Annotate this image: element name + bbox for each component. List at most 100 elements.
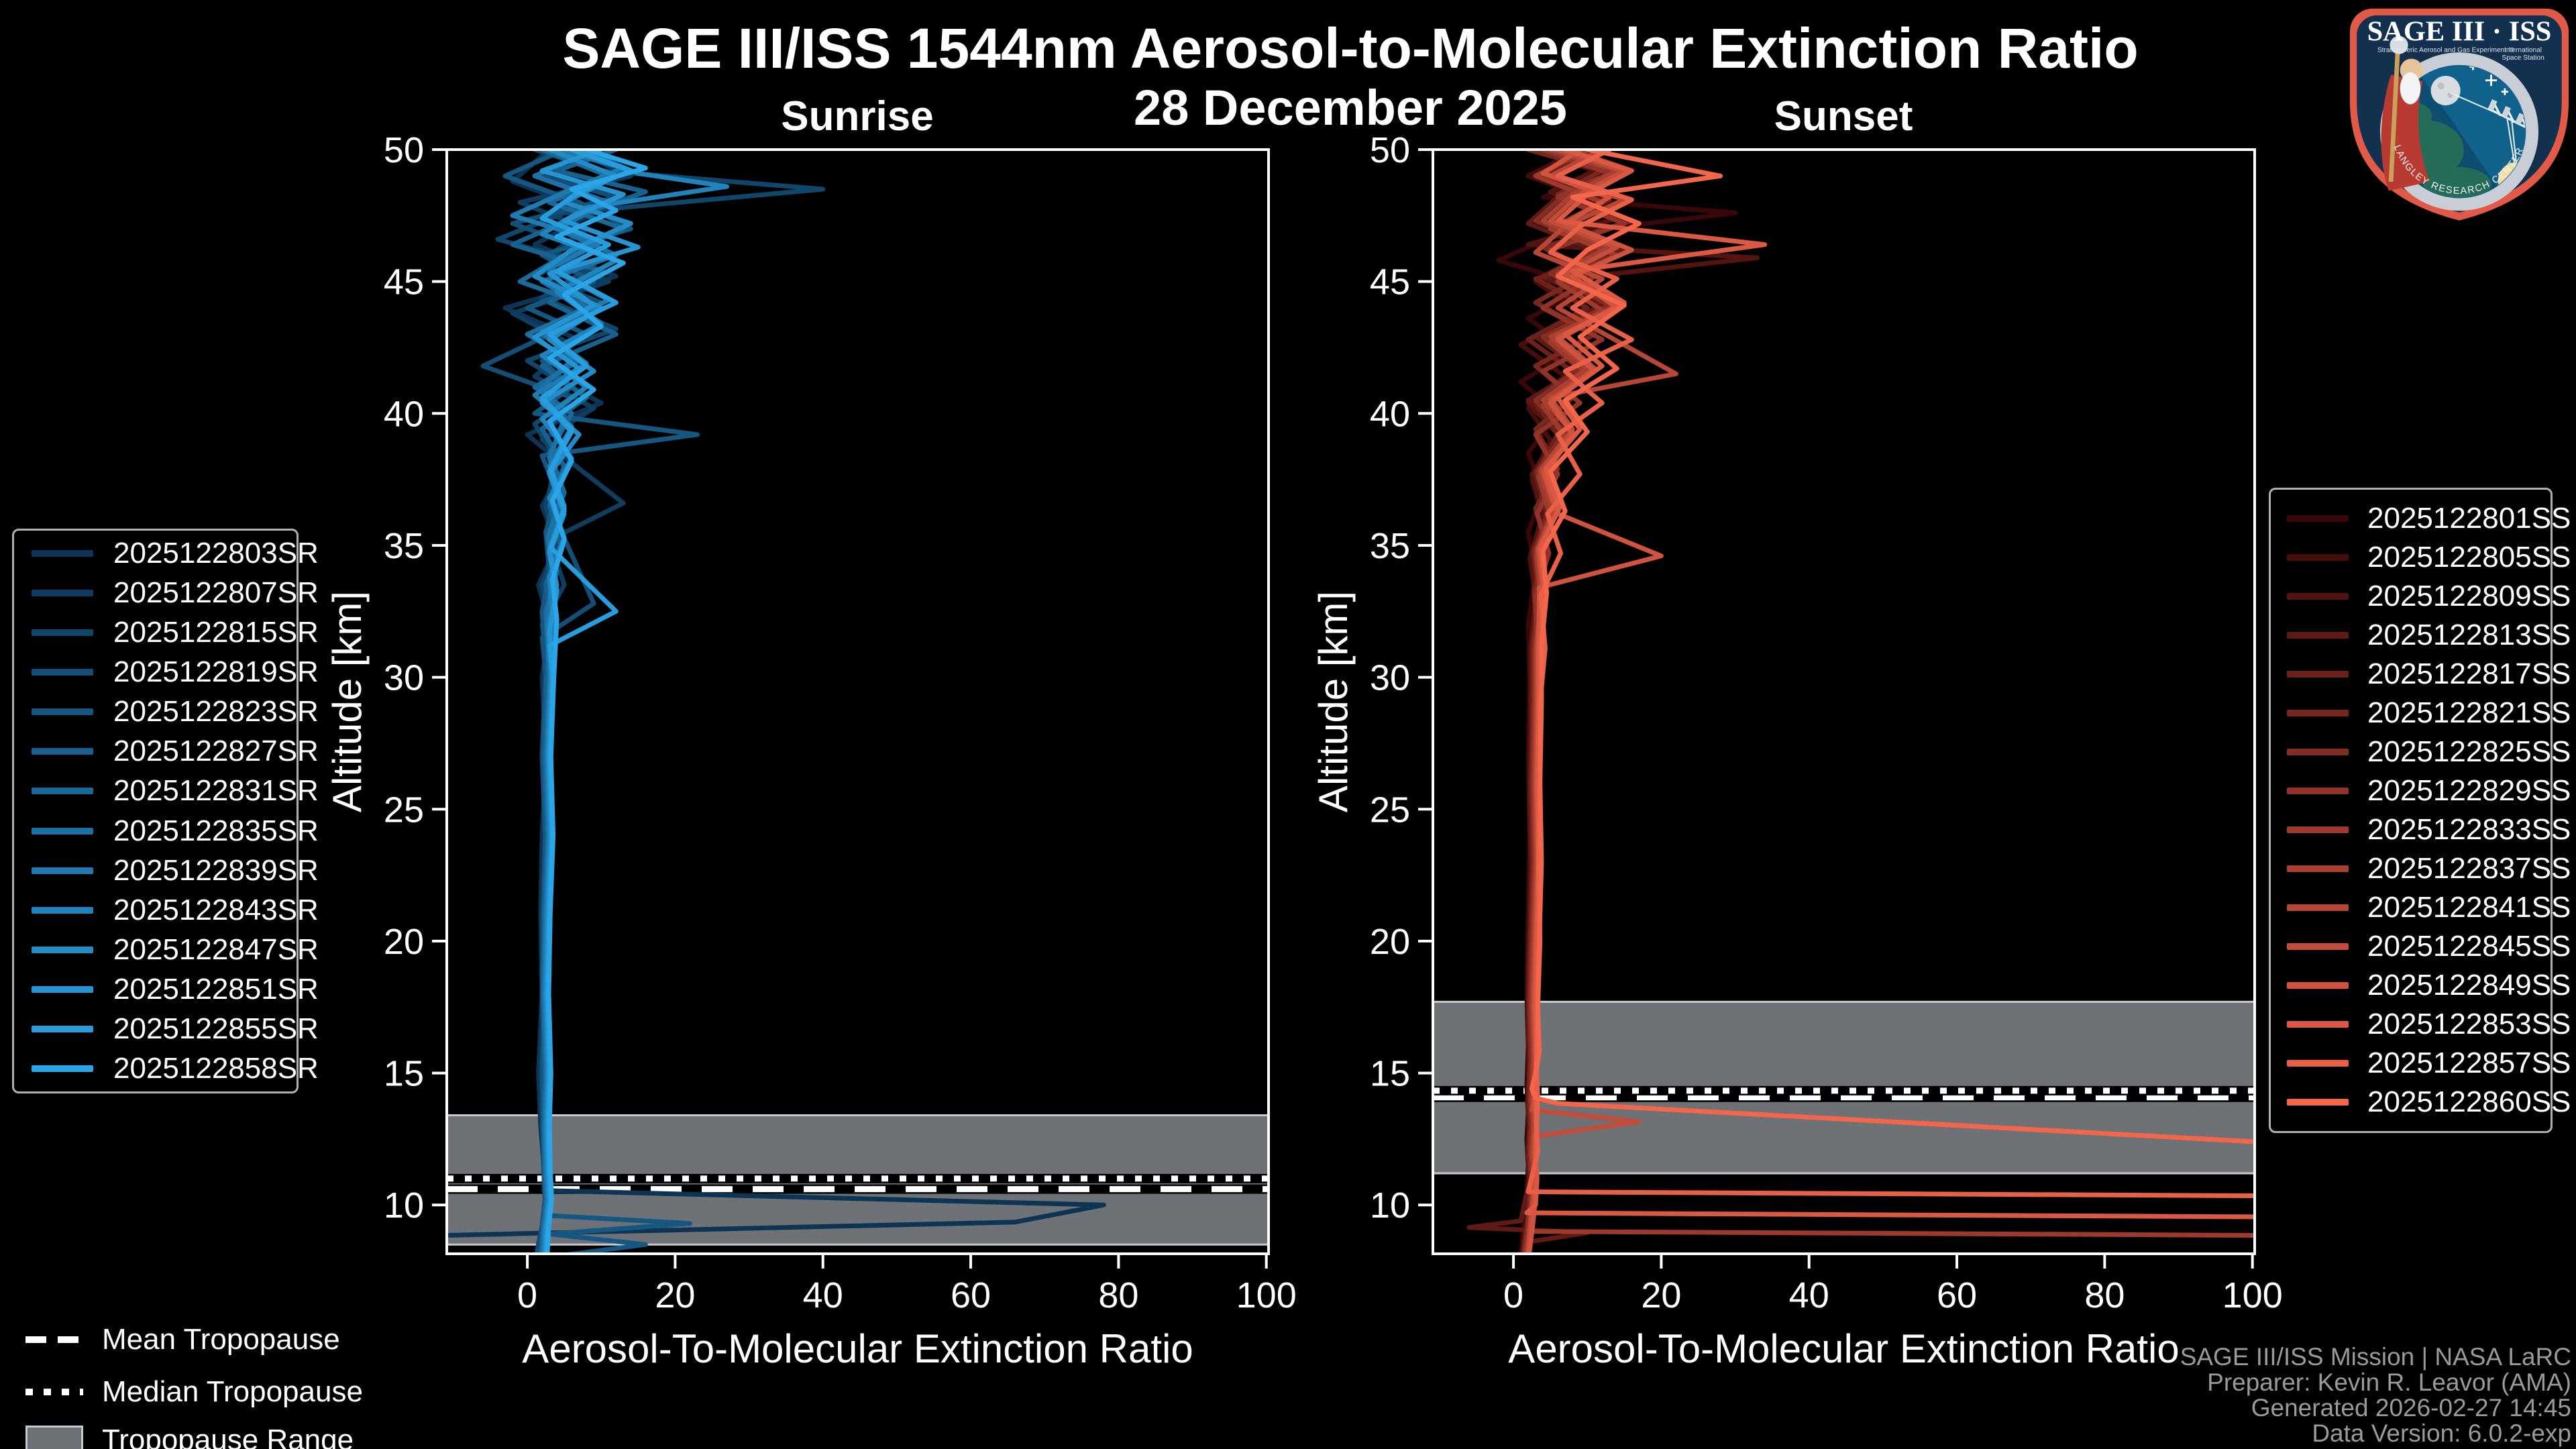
legend-item-2025122825SS: 2025122825SS [2271, 733, 2571, 771]
legend-label: 2025122821SS [2367, 696, 2571, 729]
y-tick-label: 35 [1370, 526, 1410, 566]
legend-line-swatch [2287, 632, 2349, 639]
legend-label: 2025122809SS [2367, 580, 2571, 612]
legend-line-swatch [2287, 1021, 2349, 1028]
legend-line-swatch [2287, 749, 2349, 755]
y-tick-label: 40 [1370, 394, 1410, 434]
credit-data-version: Data Version: 6.0.2-exp [2312, 1419, 2571, 1447]
patch-subtitle2: International [2504, 46, 2542, 54]
y-tick-label: 40 [384, 394, 424, 434]
legend-line-swatch [32, 1026, 93, 1033]
median-tropopause-label: Median Tropopause [102, 1375, 363, 1408]
observation-rays [2450, 92, 2517, 175]
legend-label: 2025122833SS [2367, 813, 2571, 846]
legend-label: 2025122857SS [2367, 1046, 2571, 1079]
legend-label: 2025122860SS [2367, 1085, 2571, 1118]
legend-item-2025122821SS: 2025122821SS [2271, 694, 2571, 733]
x-tick-label: 60 [1937, 1275, 1977, 1316]
legend-line-swatch [32, 589, 93, 596]
legend-line-swatch [32, 669, 93, 676]
legend-item-2025122801SS: 2025122801SS [2271, 499, 2571, 538]
legend-line-swatch [32, 906, 93, 914]
legend-label: 2025122851SR [113, 973, 319, 1006]
credit-generated: Generated 2026-02-27 14:45 [2251, 1394, 2571, 1421]
x-tick-label: 0 [517, 1275, 537, 1316]
legend-line-swatch [2287, 1060, 2349, 1067]
y-tick-label: 30 [384, 658, 424, 698]
legend-item-2025122807SR: 2025122807SR [14, 573, 319, 612]
legend-item-2025122858SR: 2025122858SR [14, 1049, 319, 1089]
legend-label: 2025122803SR [113, 536, 319, 570]
legend-label: 2025122829SS [2367, 774, 2571, 807]
legend-line-swatch [32, 867, 93, 874]
legend-label: 2025122853SS [2367, 1008, 2571, 1040]
legend-line-swatch [32, 708, 93, 716]
legend-item-2025122829SS: 2025122829SS [2271, 771, 2571, 810]
main-title: SAGE III/ISS 1544nm Aerosol-to-Molecular… [562, 17, 2139, 80]
y-tick-label: 15 [384, 1054, 424, 1094]
legend-label: 2025122825SS [2367, 735, 2571, 768]
legend-line-swatch [32, 748, 93, 755]
legend-label: 2025122843SR [113, 893, 319, 926]
legend-item-2025122805SS: 2025122805SS [2271, 538, 2571, 577]
legend-label: 2025122801SS [2367, 502, 2571, 535]
legend-item-2025122835SR: 2025122835SR [14, 811, 319, 851]
legend-line-swatch [32, 1065, 93, 1073]
y-tick-label: 45 [1370, 262, 1410, 303]
x-tick-label: 40 [803, 1275, 843, 1316]
legend-label: 2025122807SR [113, 576, 319, 609]
legend-item-2025122855SR: 2025122855SR [14, 1010, 319, 1049]
x-tick-label: 60 [951, 1275, 991, 1316]
legend-line-swatch [2287, 826, 2349, 833]
legend-label: 2025122835SR [113, 814, 319, 847]
legend-line-swatch [2287, 1099, 2349, 1106]
panel-frame [445, 148, 1270, 1255]
legend-item-2025122847SR: 2025122847SR [14, 930, 319, 969]
legend-item-2025122851SR: 2025122851SR [14, 970, 319, 1010]
legend-line-swatch [32, 946, 93, 953]
legend-label: 2025122813SS [2367, 619, 2571, 651]
legend-line-swatch [32, 788, 93, 795]
legend-line-swatch [32, 986, 93, 994]
legend-label: 2025122858SR [113, 1052, 319, 1085]
y-tick-label: 25 [384, 790, 424, 830]
legend-line-swatch [2287, 671, 2349, 678]
moon-icon [2430, 75, 2461, 106]
legend-line-swatch [2287, 982, 2349, 989]
legend-label: 2025122847SR [113, 932, 319, 966]
sunset-legend: 2025122801SS 2025122805SS 2025122809SS 2025… [2269, 488, 2571, 1133]
y-tick-label: 20 [1370, 922, 1410, 962]
credit-preparer: Preparer: Kevin R. Leavor (AMA) [2207, 1368, 2571, 1396]
legend-line-swatch [2287, 904, 2349, 911]
legend-item-2025122843SR: 2025122843SR [14, 890, 319, 930]
tropopause-range-legend-item: Tropopause Range [25, 1424, 354, 1449]
x-axis-label: Aerosol-To-Molecular Extinction Ratio [522, 1326, 1193, 1371]
earth-continent [2422, 166, 2491, 198]
legend-item-2025122860SS: 2025122860SS [2271, 1083, 2571, 1122]
legend-line-swatch [2287, 515, 2349, 522]
x-tick-label: 80 [2084, 1275, 2125, 1316]
patch-subtitle3: Space Station [2502, 54, 2544, 62]
tropopause-range-label: Tropopause Range [102, 1424, 354, 1449]
y-tick-label: 45 [384, 262, 424, 303]
legend-item-2025122823SR: 2025122823SR [14, 692, 319, 732]
gray-band-swatch [25, 1426, 83, 1449]
x-tick-label: 80 [1098, 1275, 1138, 1316]
mean-tropopause-label: Mean Tropopause [102, 1323, 340, 1356]
legend-label: 2025122831SR [113, 774, 319, 808]
legend-item-2025122849SS: 2025122849SS [2271, 966, 2571, 1005]
y-tick-label: 50 [1370, 130, 1410, 170]
legend-line-swatch [2287, 554, 2349, 561]
sunset-panel [1433, 150, 2255, 1254]
x-tick-label: 40 [1789, 1275, 1829, 1316]
legend-item-2025122827SR: 2025122827SR [14, 732, 319, 771]
legend-label: 2025122805SS [2367, 541, 2571, 574]
x-tick-label: 0 [1503, 1275, 1523, 1316]
legend-item-2025122839SR: 2025122839SR [14, 851, 319, 890]
y-tick-label: 20 [384, 922, 424, 962]
profile-line-2025122823SR [502, 150, 700, 1254]
profile-line-2025122860SS [1529, 150, 2255, 1144]
moon-crater [2437, 83, 2445, 90]
x-axis-label: Aerosol-To-Molecular Extinction Ratio [1508, 1326, 2179, 1371]
legend-item-2025122841SS: 2025122841SS [2271, 888, 2571, 927]
